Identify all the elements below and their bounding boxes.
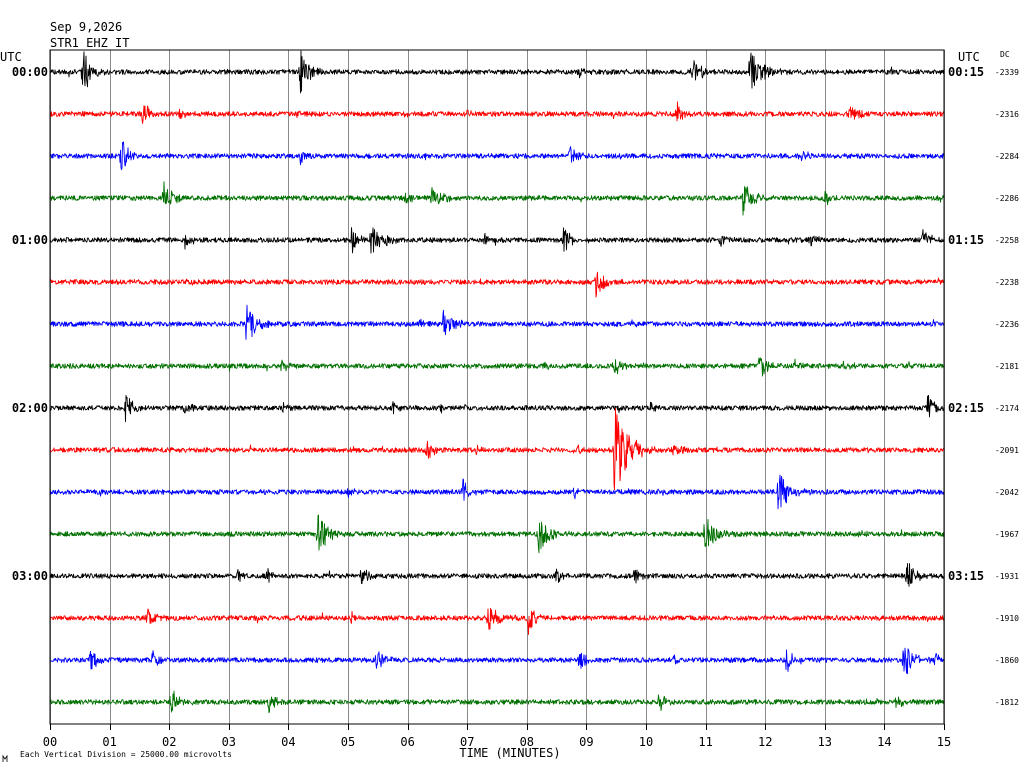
trace-dc-offset: -2286 <box>995 194 1019 203</box>
trace-waveform <box>49 101 945 124</box>
trace-row <box>49 227 945 254</box>
trace-row <box>49 407 945 491</box>
dc-title: DC <box>1000 50 1010 59</box>
trace-row <box>49 474 945 510</box>
x-tick-label: 10 <box>639 735 653 749</box>
trace-dc-offset: -2316 <box>995 110 1019 119</box>
x-tick-label: 04 <box>281 735 295 749</box>
trace-end-time: 01:15 <box>948 233 984 247</box>
trace-labels: 00:00 00:15 -2339 -2316 -2284 -2286 01:00 01:15… <box>12 65 1019 707</box>
trace-start-time: 02:00 <box>12 401 48 415</box>
trace-waveform <box>49 227 945 254</box>
trace-row <box>49 101 945 124</box>
recording-date: Sep 9,2026 <box>50 20 122 34</box>
plot-frame <box>49 49 945 725</box>
trace-waveform <box>49 141 945 171</box>
left-utc-title: UTC <box>0 50 22 64</box>
trace-dc-offset: -2181 <box>995 362 1019 371</box>
trace-row <box>49 607 945 635</box>
trace-row <box>49 141 945 171</box>
trace-waveform <box>49 474 945 510</box>
trace-waveform <box>49 647 945 675</box>
logo-icon <box>2 754 8 762</box>
trace-dc-offset: -1860 <box>995 656 1019 665</box>
x-tick-label: 15 <box>937 735 951 749</box>
x-tick-label: 00 <box>43 735 57 749</box>
trace-waveform <box>49 181 945 216</box>
trace-row <box>49 181 945 216</box>
trace-waveform <box>49 50 945 94</box>
scale-note: Each Vertical Division = 25000.00 microv… <box>20 750 232 759</box>
trace-row <box>49 690 945 714</box>
x-axis-title: TIME (MINUTES) <box>459 746 560 760</box>
trace-end-time: 02:15 <box>948 401 984 415</box>
trace-waveform <box>49 514 945 554</box>
trace-waveform <box>49 690 945 714</box>
trace-dc-offset: -2236 <box>995 320 1019 329</box>
trace-row <box>49 647 945 675</box>
x-tick-label: 02 <box>162 735 176 749</box>
x-tick-label: 13 <box>818 735 832 749</box>
trace-dc-offset: -1931 <box>995 572 1019 581</box>
station-code: STR1 EHZ IT <box>50 36 129 50</box>
x-tick-label: 11 <box>698 735 712 749</box>
trace-dc-offset: -2174 <box>995 404 1019 413</box>
x-tick-label: 06 <box>400 735 414 749</box>
trace-dc-offset: -2042 <box>995 488 1019 497</box>
x-tick-label: 09 <box>579 735 593 749</box>
trace-dc-offset: -1812 <box>995 698 1019 707</box>
x-tick-label: 08 <box>520 735 534 749</box>
trace-start-time: 01:00 <box>12 233 48 247</box>
trace-row <box>49 304 945 340</box>
trace-dc-offset: -2258 <box>995 236 1019 245</box>
trace-dc-offset: -2339 <box>995 68 1019 77</box>
trace-row <box>49 357 945 377</box>
trace-dc-offset: -2091 <box>995 446 1019 455</box>
trace-end-time: 03:15 <box>948 569 984 583</box>
trace-row <box>50 271 945 298</box>
trace-waveform <box>49 357 945 377</box>
trace-waveform <box>49 394 945 423</box>
trace-dc-offset: -2238 <box>995 278 1019 287</box>
trace-waveform <box>49 563 945 587</box>
trace-end-time: 00:15 <box>948 65 984 79</box>
trace-dc-offset: -1910 <box>995 614 1019 623</box>
right-utc-title: UTC <box>958 50 980 64</box>
trace-row <box>49 514 945 554</box>
trace-dc-offset: -2284 <box>995 152 1019 161</box>
trace-waveform <box>50 271 945 298</box>
trace-waveform <box>49 304 945 340</box>
trace-row <box>49 50 945 94</box>
trace-start-time: 00:00 <box>12 65 48 79</box>
trace-rows <box>49 50 945 714</box>
trace-start-time: 03:00 <box>12 569 48 583</box>
x-tick-label: 01 <box>102 735 116 749</box>
x-tick-label: 07 <box>460 735 474 749</box>
trace-dc-offset: -1967 <box>995 530 1019 539</box>
x-tick-label: 03 <box>222 735 236 749</box>
trace-row <box>49 394 945 423</box>
time-grid <box>50 50 945 724</box>
x-tick-label: 12 <box>758 735 772 749</box>
trace-row <box>49 563 945 587</box>
x-tick-label: 14 <box>877 735 891 749</box>
x-tick-label: 05 <box>341 735 355 749</box>
trace-waveform <box>49 407 945 491</box>
x-axis: 00 01 02 03 04 05 06 07 08 09 10 11 12 13 14 15 <box>43 724 951 749</box>
trace-waveform <box>49 607 945 635</box>
